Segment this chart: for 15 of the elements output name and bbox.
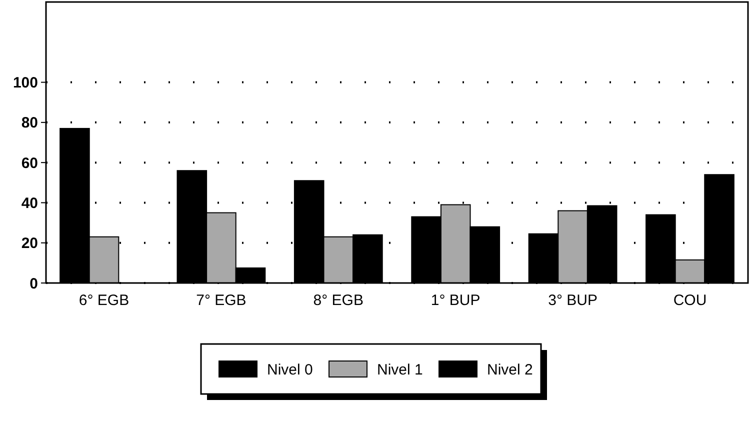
y-tick-label: 0 (30, 275, 38, 292)
x-tick-label: 3° BUP (548, 292, 598, 309)
y-tick-label: 20 (21, 235, 38, 252)
x-tick-label: 6° EGB (78, 292, 130, 309)
x-tick-label: 8° EGB (313, 292, 364, 309)
legend-label: Nivel 1 (377, 361, 423, 378)
x-tick-label: COU (673, 292, 707, 309)
y-tick-label: 100 (12, 74, 38, 92)
legend-label: Nivel 2 (487, 361, 533, 378)
y-tick-label: 80 (21, 114, 38, 132)
x-tick-label: 7° EGB (196, 292, 246, 309)
y-tick-label: 60 (21, 154, 38, 172)
x-tick-label: 1° BUP (430, 292, 480, 309)
y-tick-label: 40 (21, 194, 38, 212)
legend-label: Nivel 0 (267, 361, 313, 378)
